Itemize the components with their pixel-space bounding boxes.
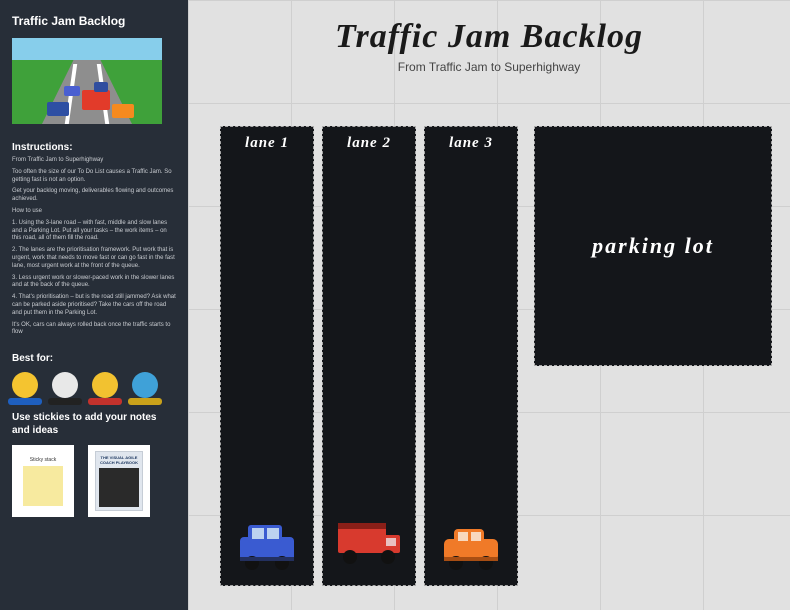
instructions-text: Too often the size of our To Do List cau…	[12, 169, 176, 185]
badge-icon	[52, 372, 78, 398]
lane-label: lane 2	[323, 127, 415, 152]
playbook-card[interactable]: THE VISUAL AGILE COACH PLAYBOOK	[88, 445, 150, 517]
card-caption: Sticky stack	[30, 457, 56, 463]
instructions-steps: 1. Using the 3-lane road – with fast, mi…	[12, 220, 176, 318]
bestfor-badges	[12, 372, 176, 398]
lane-1[interactable]: lane 1	[220, 126, 314, 586]
parking-lot[interactable]: parking lot	[534, 126, 772, 366]
badge-icon	[12, 372, 38, 398]
sticky-cards: Sticky stack THE VISUAL AGILE COACH PLAY…	[12, 445, 176, 517]
sidebar: Traffic Jam Backlog Instructions: From T…	[0, 0, 188, 610]
parking-lot-label: parking lot	[592, 228, 714, 263]
instructions-text: Get your backlog moving, deliverables fl…	[12, 188, 176, 204]
badge-icon	[132, 372, 158, 398]
board-title: Traffic Jam Backlog	[188, 18, 790, 56]
howto-heading: How to use	[12, 208, 176, 216]
board-subtitle: From Traffic Jam to Superhighway	[188, 60, 790, 74]
instructions-outro: It's OK, cars can always rolled back onc…	[12, 322, 176, 338]
instruction-step: 2. The lanes are the prioritisation fram…	[12, 247, 176, 270]
sticky-icon	[23, 466, 63, 506]
instruction-step: 1. Using the 3-lane road – with fast, mi…	[12, 220, 176, 243]
badge-icon	[92, 372, 118, 398]
lane-label: lane 1	[221, 127, 313, 152]
instruction-step: 3. Less urgent work or slower-paced work…	[12, 275, 176, 291]
car-icon[interactable]	[332, 509, 406, 569]
instruction-step: 4. That's prioritisation – but is the ro…	[12, 294, 176, 317]
instructions-heading: Instructions:	[12, 142, 176, 153]
sticky-stack-card[interactable]: Sticky stack	[12, 445, 74, 517]
sidebar-title: Traffic Jam Backlog	[12, 14, 176, 28]
bestfor-heading: Best for:	[12, 353, 176, 364]
lane-2[interactable]: lane 2	[322, 126, 416, 586]
stickies-heading: Use stickies to add your notes and ideas	[12, 412, 176, 437]
instructions-intro: From Traffic Jam to Superhighway	[12, 157, 176, 165]
lane-3[interactable]: lane 3	[424, 126, 518, 586]
board-canvas[interactable]: Traffic Jam Backlog From Traffic Jam to …	[188, 0, 790, 610]
car-icon[interactable]	[232, 519, 302, 575]
lane-label: lane 3	[425, 127, 517, 152]
template-thumbnail[interactable]	[12, 38, 162, 124]
card-title: THE VISUAL AGILE COACH PLAYBOOK	[96, 452, 142, 465]
car-icon[interactable]	[438, 523, 504, 575]
book-image-icon	[99, 468, 139, 507]
